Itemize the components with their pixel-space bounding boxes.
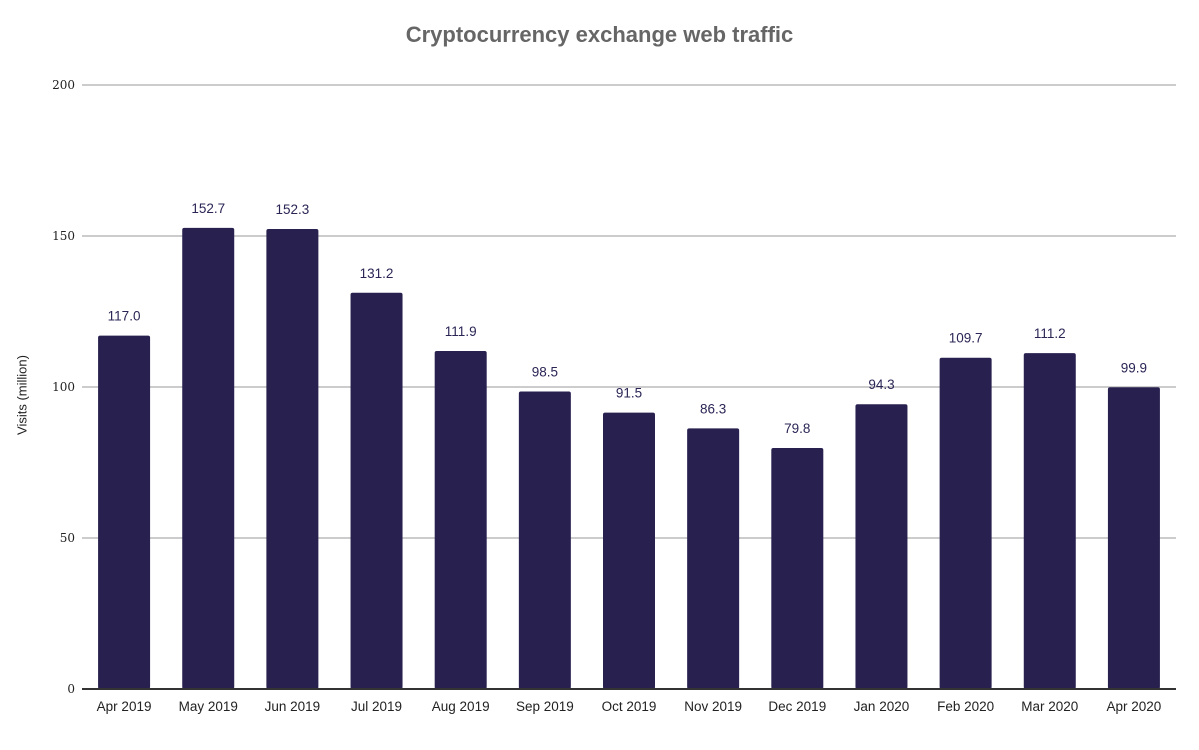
data-label: 109.7 — [949, 331, 983, 346]
data-label: 131.2 — [360, 266, 394, 281]
x-tick-label: Apr 2019 — [97, 699, 152, 714]
y-tick-label: 150 — [52, 229, 75, 243]
data-label: 79.8 — [784, 421, 810, 436]
data-label: 117.0 — [108, 309, 141, 324]
x-tick-label: May 2019 — [179, 699, 238, 714]
x-tick-label: Nov 2019 — [684, 699, 742, 714]
data-label: 98.5 — [532, 365, 558, 380]
x-tick-label: Feb 2020 — [937, 699, 994, 714]
x-tick-label: Apr 2020 — [1107, 699, 1162, 714]
x-tick-label: Aug 2019 — [432, 699, 490, 714]
bar — [1023, 353, 1076, 689]
bar — [939, 357, 992, 689]
bar — [350, 292, 403, 689]
x-tick-label: Sep 2019 — [516, 699, 574, 714]
bar — [98, 335, 151, 689]
x-tick-label: Mar 2020 — [1021, 699, 1078, 714]
y-tick-label: 200 — [52, 78, 75, 92]
data-label: 152.3 — [275, 202, 309, 217]
bar — [603, 412, 655, 689]
y-tick-label: 0 — [67, 682, 75, 696]
x-tick-label: Oct 2019 — [602, 699, 657, 714]
bar — [266, 229, 319, 689]
x-tick-label: Dec 2019 — [768, 699, 826, 714]
bar — [434, 351, 487, 689]
bar — [518, 391, 571, 689]
data-label: 111.2 — [1034, 326, 1066, 341]
data-label: 94.3 — [868, 377, 894, 392]
bar — [855, 404, 908, 689]
data-label: 152.7 — [191, 201, 225, 216]
x-tick-label: Jul 2019 — [351, 699, 402, 714]
bar — [182, 227, 235, 689]
data-label: 111.9 — [445, 324, 477, 339]
bar — [687, 428, 740, 689]
data-label: 86.3 — [700, 401, 726, 416]
y-tick-label: 50 — [60, 531, 75, 545]
bar — [1107, 387, 1160, 689]
data-label: 91.5 — [616, 386, 642, 401]
bar — [771, 448, 824, 689]
y-tick-label: 100 — [52, 380, 75, 394]
x-tick-label: Jun 2019 — [265, 699, 321, 714]
x-tick-label: Jan 2020 — [854, 699, 910, 714]
data-label: 99.9 — [1121, 360, 1147, 375]
chart-title: Cryptocurrency exchange web traffic — [405, 22, 794, 47]
